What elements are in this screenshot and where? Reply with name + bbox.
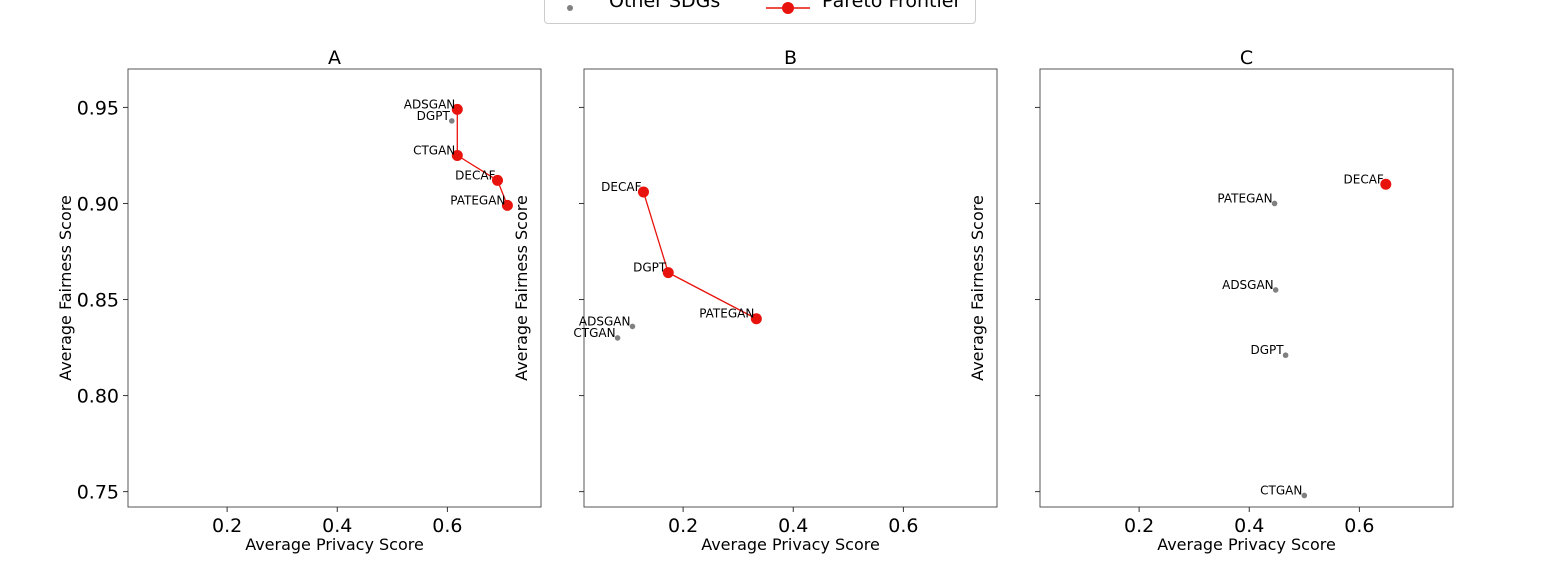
point-label-ctgan: CTGAN	[413, 143, 455, 157]
chart-title: B	[784, 47, 797, 69]
point-label-adsgan: ADSGAN	[404, 97, 456, 111]
pareto-frontier-line	[456, 109, 509, 206]
x-tick-label: 0.4	[778, 515, 808, 537]
point-label-pategan: PATEGAN	[1217, 191, 1272, 205]
point-label-ctgan: CTGAN	[1260, 483, 1302, 497]
pareto-point-pategan	[750, 313, 762, 325]
pareto-point-decaf	[491, 174, 503, 186]
chart-title: C	[1240, 47, 1253, 69]
x-tick-label: 0.2	[1124, 515, 1154, 537]
legend-other-marker	[567, 5, 573, 11]
plot-frame	[127, 68, 542, 508]
y-axis-label: Average Fairness Score	[968, 195, 987, 381]
pareto-frontier-line	[642, 191, 757, 320]
chart-panel-a: A 0.2 0.4 0.6 0.75 0.80 0.85 0.90 0.95 Average Pr…	[56, 47, 542, 554]
x-tick-label: 0.6	[432, 515, 462, 537]
y-tick-label: 0.85	[77, 290, 119, 312]
pareto-point-ctgan	[451, 149, 463, 161]
x-axis-label: Average Privacy Score	[701, 535, 880, 554]
point-label-dgpt: DGPT	[417, 109, 451, 123]
other-sdg-point-ctgan	[614, 335, 621, 341]
chart-panel-b: B 0.2 0.4 0.6 Average Privacy Score Average F…	[512, 47, 998, 554]
x-tick-label: 0.4	[322, 515, 352, 537]
pareto-point-pategan	[501, 199, 513, 211]
x-tick-label: 0.2	[212, 515, 242, 537]
point-label-adsgan: ADSGAN	[579, 314, 631, 328]
y-axis-label: Average Fairness Score	[56, 195, 75, 381]
legend-pareto-label: Pareto Frontier	[822, 0, 962, 12]
y-axis-label: Average Fairness Score	[512, 195, 531, 381]
x-tick-label: 0.6	[888, 515, 918, 537]
point-label-decaf: DECAF	[455, 168, 495, 182]
point-label-dgpt: DGPT	[633, 261, 667, 275]
point-label-adsgan: ADSGAN	[1222, 278, 1274, 292]
y-tick-label: 0.80	[77, 386, 119, 408]
pareto-point-adsgan	[451, 103, 463, 115]
legend-pareto-marker	[766, 2, 810, 14]
chart-panel-c: C 0.2 0.4 0.6 Average Privacy Score Average F…	[968, 47, 1454, 554]
x-tick-label: 0.2	[668, 515, 698, 537]
pareto-point-decaf	[637, 186, 649, 198]
plot-frame	[583, 68, 998, 508]
legend-other-label: Other SDGs	[609, 0, 721, 12]
y-tick-label: 0.95	[77, 97, 119, 119]
x-tick-label: 0.4	[1234, 515, 1264, 537]
pareto-point-dgpt	[662, 267, 674, 279]
point-label-dgpt: DGPT	[1250, 343, 1284, 357]
x-axis-label: Average Privacy Score	[1157, 535, 1336, 554]
chart-title: A	[328, 47, 341, 69]
other-sdg-point-adsgan	[629, 323, 636, 330]
point-label-decaf: DECAF	[1344, 172, 1384, 186]
point-label-pategan: PATEGAN	[699, 307, 754, 321]
pareto-point-decaf	[1380, 178, 1392, 190]
y-tick-label: 0.75	[77, 482, 119, 504]
other-sdg-point-adsgan	[1272, 287, 1279, 293]
legend: Other SDGs Pareto Frontier	[544, 0, 976, 24]
point-label-ctgan: CTGAN	[573, 326, 615, 340]
other-sdg-point-pategan	[1271, 200, 1278, 207]
other-sdg-point-ctgan	[1301, 492, 1308, 499]
point-label-pategan: PATEGAN	[450, 193, 505, 207]
x-tick-label: 0.6	[1344, 515, 1374, 537]
plot-frame	[1039, 68, 1454, 508]
point-label-decaf: DECAF	[601, 180, 641, 194]
y-tick-label: 0.90	[77, 193, 119, 215]
x-axis-label: Average Privacy Score	[245, 535, 424, 554]
other-sdg-point-dgpt	[448, 118, 455, 124]
other-sdg-point-dgpt	[1282, 352, 1289, 359]
